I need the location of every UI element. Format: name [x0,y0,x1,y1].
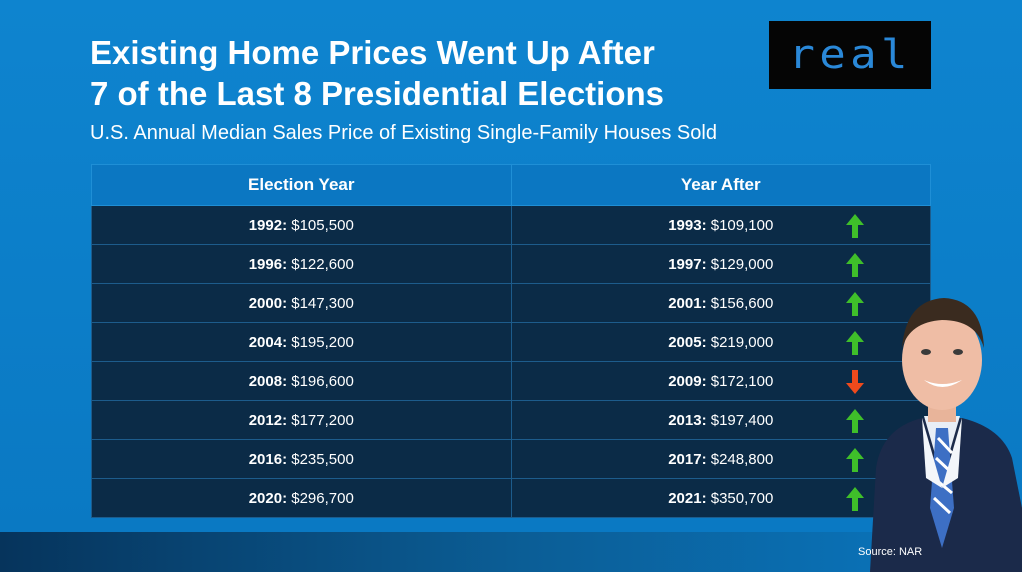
price-table: Election Year Year After 1992: $105,500 1… [91,164,931,518]
table-row: 2008: $196,600 2009: $172,100 [91,361,931,401]
arrow-down-icon [845,370,864,394]
election-price: $122,600 [291,255,354,273]
label-colon: : [282,411,288,429]
after-year: 2017 [668,450,702,468]
after-year: 2013 [668,411,702,429]
label-colon: : [282,255,288,273]
after-price: $109,100 [710,216,774,234]
label-colon: : [701,372,707,390]
election-year-cell: 2012: $177,200 [91,400,512,440]
arrow-up-icon [845,253,864,277]
election-year: 2012 [248,411,283,429]
election-price: $105,500 [291,216,354,234]
title-line-2: 7 of the Last 8 Presidential Elections [90,75,665,112]
election-year-cell: 1992: $105,500 [91,205,512,245]
year-after-cell: 2005: $219,000 [510,322,931,362]
year-after-cell: 2013: $197,400 [510,400,931,440]
election-year: 2000 [248,294,283,312]
election-price: $195,200 [291,333,354,351]
arrow-up-icon [845,331,864,355]
table-row: 2012: $177,200 2013: $197,400 [91,400,931,440]
after-year: 2001 [668,294,702,312]
presenter-photo [870,298,1022,572]
election-price: $196,600 [291,372,354,390]
title-line-1: Existing Home Prices Went Up After [90,34,655,71]
after-price: $219,000 [710,333,774,351]
election-price: $177,200 [291,411,354,429]
table-header-row: Election Year Year After [91,164,931,206]
year-after-cell: 1997: $129,000 [510,244,931,284]
election-price: $147,300 [291,294,354,312]
bottom-band [0,532,1022,572]
election-price: $235,500 [291,450,354,468]
label-colon: : [701,333,707,351]
arrow-up-icon [845,214,864,238]
label-colon: : [701,450,707,468]
table-row: 1992: $105,500 1993: $109,100 [91,205,931,245]
after-price: $129,000 [710,255,774,273]
label-colon: : [282,450,288,468]
election-year: 1996 [248,255,283,273]
page-title: Existing Home Prices Went Up After 7 of … [90,32,664,114]
brand-logo-text: real [788,32,912,78]
after-price: $197,400 [710,411,774,429]
after-price: $156,600 [710,294,774,312]
label-colon: : [282,489,288,507]
year-after-cell: 2017: $248,800 [510,439,931,479]
after-year: 2005 [668,333,702,351]
label-colon: : [701,489,707,507]
arrow-up-icon [845,409,864,433]
after-year: 2021 [668,489,702,507]
year-after-cell: 2009: $172,100 [510,361,931,401]
election-year: 2008 [248,372,283,390]
brand-logo: real [769,21,931,89]
label-colon: : [701,216,707,234]
label-colon: : [701,411,707,429]
column-header-year-after: Year After [510,164,931,206]
year-after-cell: 1993: $109,100 [510,205,931,245]
year-after-cell: 2001: $156,600 [510,283,931,323]
after-year: 1997 [668,255,702,273]
arrow-up-icon [845,292,864,316]
subtitle: U.S. Annual Median Sales Price of Existi… [90,122,717,144]
label-colon: : [282,294,288,312]
election-year: 2016 [248,450,283,468]
after-year: 1993 [668,216,702,234]
label-colon: : [282,216,288,234]
election-year-cell: 2008: $196,600 [91,361,512,401]
table-row: 2020: $296,700 2021: $350,700 [91,478,931,518]
table-row: 2004: $195,200 2005: $219,000 [91,322,931,362]
arrow-up-icon [845,487,864,511]
table-row: 2000: $147,300 2001: $156,600 [91,283,931,323]
table-body: 1992: $105,500 1993: $109,100 1996: $122,6… [91,205,931,518]
election-year-cell: 2000: $147,300 [91,283,512,323]
table-row: 2016: $235,500 2017: $248,800 [91,439,931,479]
election-year-cell: 1996: $122,600 [91,244,512,284]
after-price: $350,700 [710,489,774,507]
election-price: $296,700 [291,489,354,507]
election-year: 2004 [248,333,283,351]
election-year-cell: 2016: $235,500 [91,439,512,479]
label-colon: : [701,294,707,312]
election-year: 2020 [248,489,283,507]
election-year: 1992 [248,216,283,234]
after-price: $248,800 [710,450,774,468]
label-colon: : [701,255,707,273]
election-year-cell: 2004: $195,200 [91,322,512,362]
label-colon: : [282,333,288,351]
year-after-cell: 2021: $350,700 [510,478,931,518]
table-row: 1996: $122,600 1997: $129,000 [91,244,931,284]
column-header-election-year: Election Year [91,164,512,206]
source-note: Source: NAR [858,546,923,558]
label-colon: : [282,372,288,390]
arrow-up-icon [845,448,864,472]
after-year: 2009 [668,372,702,390]
election-year-cell: 2020: $296,700 [91,478,512,518]
after-price: $172,100 [710,372,774,390]
